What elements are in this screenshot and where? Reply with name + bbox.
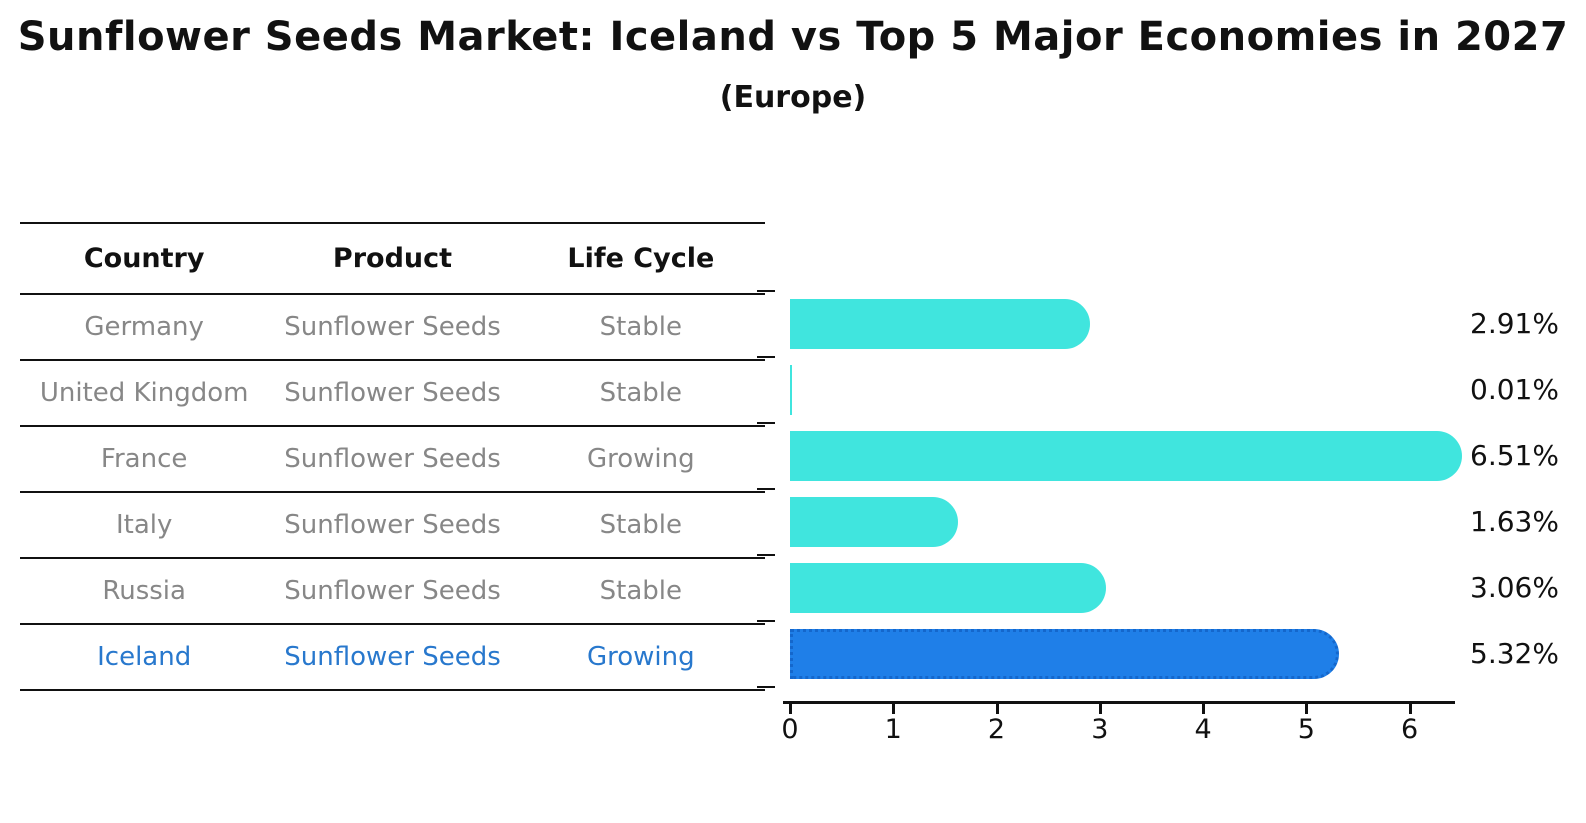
y-axis-tick [757,620,775,622]
cell-product: Sunflower Seeds [284,378,501,408]
x-axis-tick [1202,704,1206,714]
bar-france [790,431,1463,481]
x-axis-tick-label: 1 [884,714,902,745]
cell-product: Sunflower Seeds [284,312,501,342]
header-country: Country [83,243,205,274]
bar-value-label: 2.91% [1470,307,1559,340]
cell-life-cycle: Stable [599,576,682,606]
y-axis-tick [757,422,775,424]
x-axis-tick-label: 5 [1297,714,1315,745]
bar-italy [790,497,959,547]
header-product: Product [332,243,453,274]
cell-life-cycle: Stable [599,378,682,408]
bar-russia [790,563,1106,613]
x-axis-tick-label: 3 [1091,714,1109,745]
cell-country: United Kingdom [39,378,249,408]
bar-value-label: 0.01% [1470,373,1559,406]
x-axis-tick [1098,704,1102,714]
cell-product: Sunflower Seeds [284,510,501,540]
cell-country: Germany [84,312,204,342]
bar-germany [790,299,1091,349]
table-row: Russia Sunflower Seeds Stable [20,559,765,625]
x-axis-tick [995,704,999,714]
x-axis-tick [892,704,896,714]
y-axis-tick [757,686,775,688]
table-row: France Sunflower Seeds Growing [20,427,765,493]
y-axis-tick [757,290,775,292]
bar-highlight-iceland [790,629,1340,679]
chart-subtitle: (Europe) [719,80,867,115]
x-axis-tick-label: 6 [1400,714,1419,745]
x-axis-tick-label: 0 [781,714,799,745]
table-row: United Kingdom Sunflower Seeds Stable [20,361,765,427]
table-row: Germany Sunflower Seeds Stable [20,295,765,361]
table-row: Italy Sunflower Seeds Stable [20,493,765,559]
cell-product: Sunflower Seeds [284,576,501,606]
cell-life-cycle: Growing [586,642,695,672]
country-table: Country Product Life Cycle Germany Sunflo… [20,222,765,691]
table-header-row: Country Product Life Cycle [20,222,765,295]
cell-life-cycle: Stable [599,312,682,342]
header-lifecycle: Life Cycle [567,243,715,274]
x-axis-tick-label: 4 [1194,714,1212,745]
bar-value-label: 3.06% [1470,571,1559,604]
table-row: Iceland Sunflower Seeds Growing [20,625,765,691]
bar-value-label: 5.32% [1470,637,1559,670]
x-axis-line [783,701,1455,704]
x-axis-tick-label: 2 [987,714,1006,745]
x-axis-tick [789,704,792,714]
y-axis-tick [757,488,775,490]
cell-country: Russia [102,576,186,606]
cell-product: Sunflower Seeds [284,444,501,474]
y-axis-tick [757,554,775,556]
bar-value-label: 6.51% [1470,439,1559,472]
cell-life-cycle: Growing [586,444,695,474]
y-axis-tick [757,356,775,358]
cell-country: Iceland [97,642,192,672]
cell-life-cycle: Stable [599,510,682,540]
bar-value-label: 1.63% [1470,505,1559,538]
bar-united-kingdom [790,365,792,415]
table-body: Germany Sunflower Seeds Stable United Kingd… [20,295,765,691]
cell-country: France [100,444,188,474]
cell-country: Italy [115,510,173,540]
bar-plot-area [790,291,1463,687]
chart-title: Sunflower Seeds Market: Iceland vs Top 5… [17,14,1569,60]
x-axis-tick [1408,704,1412,714]
x-axis-tick [1305,704,1309,714]
cell-product: Sunflower Seeds [284,642,501,672]
